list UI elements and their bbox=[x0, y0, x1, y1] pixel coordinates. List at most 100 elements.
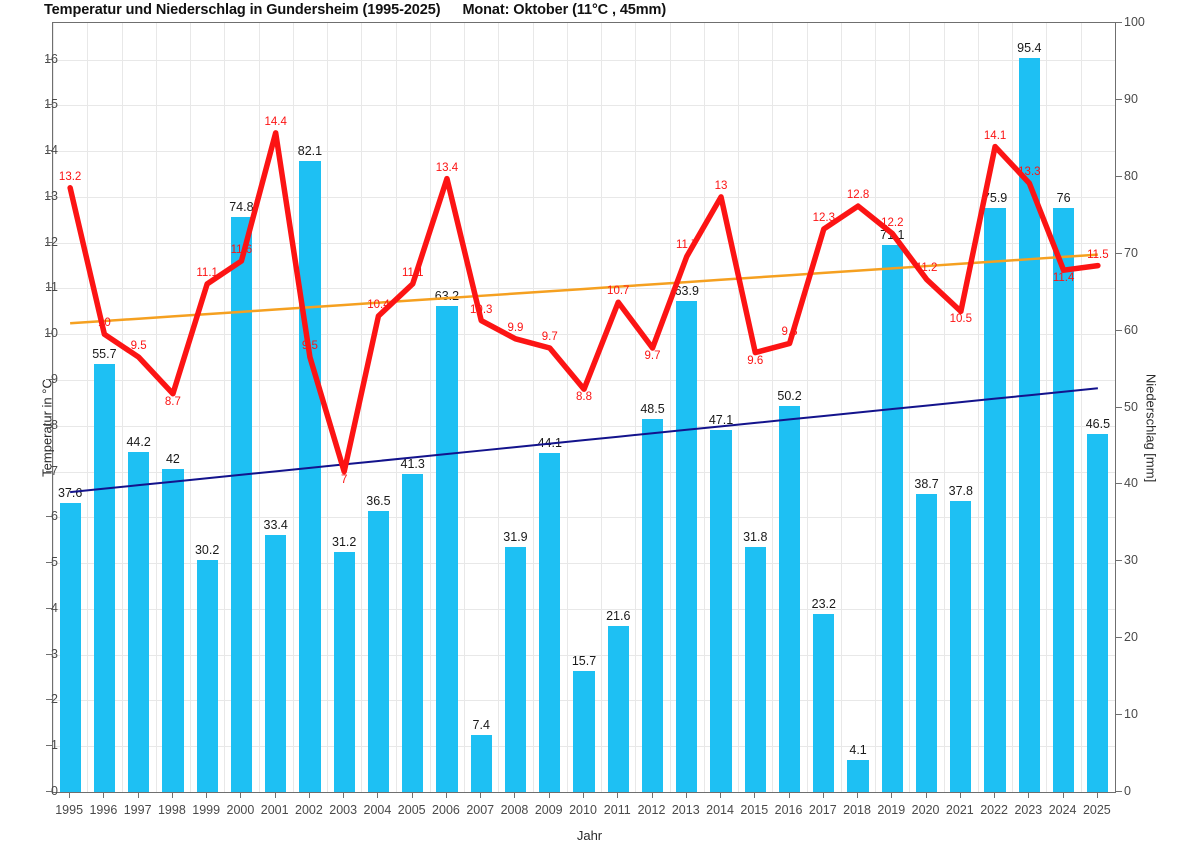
y-axis-right-tick-label: 50 bbox=[1124, 399, 1138, 414]
y-axis-left-title: Temperatur in °C bbox=[39, 378, 55, 477]
x-axis-tick-label: 2016 bbox=[774, 803, 803, 817]
gridline-vertical bbox=[601, 23, 603, 792]
x-axis-tick-label: 2006 bbox=[432, 803, 460, 817]
temperature-value-label: 11.6 bbox=[230, 244, 253, 257]
bar-value-label: 50.2 bbox=[777, 388, 802, 403]
gridline-horizontal bbox=[53, 380, 1115, 382]
x-axis-tick bbox=[240, 793, 242, 798]
x-axis-tick bbox=[514, 793, 516, 798]
gridline-horizontal bbox=[53, 196, 1115, 198]
bar bbox=[230, 216, 253, 792]
y-axis-left-tick bbox=[46, 241, 52, 243]
x-axis-tick bbox=[720, 793, 722, 798]
gridline-vertical bbox=[224, 23, 226, 792]
y-axis-left-tick-label: 9 bbox=[51, 372, 58, 387]
x-axis-tick bbox=[754, 793, 756, 798]
y-axis-left-tick-label: 4 bbox=[51, 600, 58, 615]
y-axis-left-tick bbox=[46, 607, 52, 609]
temperature-value-label: 9.7 bbox=[644, 349, 661, 362]
gridline-horizontal bbox=[53, 471, 1115, 473]
x-axis-tick bbox=[206, 793, 208, 798]
gridline-vertical bbox=[977, 23, 979, 792]
bar bbox=[573, 671, 595, 792]
gridline-vertical bbox=[190, 23, 192, 792]
temperature-value-label: 12.8 bbox=[846, 189, 870, 202]
temperature-value-label: 9.5 bbox=[301, 340, 318, 353]
temperature-value-label: 11.7 bbox=[676, 239, 698, 252]
bar-value-label: 15.7 bbox=[571, 654, 597, 669]
bar bbox=[402, 474, 424, 792]
chart-title: Temperatur und Niederschlag in Gundershe… bbox=[44, 2, 666, 18]
temperature-value-label: 8.7 bbox=[164, 395, 181, 408]
bar bbox=[265, 535, 287, 792]
gridline-vertical bbox=[121, 23, 123, 792]
x-axis-tick bbox=[171, 793, 173, 798]
bar bbox=[915, 494, 938, 792]
x-axis-tick bbox=[411, 793, 413, 798]
y-axis-right-tick-label: 60 bbox=[1124, 322, 1138, 337]
bar bbox=[950, 501, 972, 792]
bar-value-label: 95.4 bbox=[1017, 41, 1042, 56]
x-axis-tick bbox=[959, 793, 961, 798]
gridline-horizontal bbox=[53, 517, 1115, 519]
y-axis-left-tick bbox=[46, 424, 52, 426]
chart-title-sub: Monat: Oktober (11°C , 45mm) bbox=[462, 2, 667, 18]
gridline-vertical bbox=[1046, 23, 1048, 792]
x-axis-tick-label: 2014 bbox=[706, 803, 734, 817]
gridline-vertical bbox=[566, 23, 568, 792]
y-axis-left-tick bbox=[46, 653, 52, 655]
y-axis-left-tick-label: 7 bbox=[51, 463, 58, 478]
x-axis-tick-label: 2023 bbox=[1014, 803, 1043, 817]
x-axis-tick-label: 2000 bbox=[226, 803, 255, 817]
bar-value-label: 75.9 bbox=[982, 191, 1008, 206]
temperature-value-label: 9.9 bbox=[507, 321, 524, 334]
bar-value-label: 7.4 bbox=[472, 718, 490, 733]
temperature-value-label: 9.7 bbox=[541, 330, 558, 343]
x-axis-tick-label: 1997 bbox=[123, 803, 152, 817]
gridline-horizontal bbox=[53, 654, 1115, 656]
y-axis-left-tick-label: 6 bbox=[51, 509, 58, 524]
x-axis-tick bbox=[1096, 793, 1098, 798]
gridline-horizontal bbox=[53, 792, 1115, 793]
x-axis-tick-label: 2010 bbox=[569, 803, 597, 817]
temperature-value-label: 14.4 bbox=[264, 115, 287, 128]
x-axis-tick bbox=[548, 793, 550, 798]
x-axis-tick bbox=[137, 793, 139, 798]
bar bbox=[813, 613, 835, 792]
gridline-vertical bbox=[429, 23, 431, 792]
x-axis-tick-label: 2012 bbox=[637, 803, 666, 817]
bar-value-label: 55.7 bbox=[92, 346, 117, 361]
bar bbox=[847, 760, 869, 792]
gridline-vertical bbox=[635, 23, 637, 792]
gridline-vertical bbox=[875, 23, 877, 792]
x-axis-tick-label: 2021 bbox=[945, 803, 974, 817]
bar bbox=[984, 208, 1006, 792]
gridline-horizontal bbox=[53, 608, 1115, 610]
bar-value-label: 74.8 bbox=[229, 199, 254, 214]
bar-value-label: 47.1 bbox=[708, 412, 734, 427]
bar bbox=[881, 245, 903, 792]
gridline-vertical bbox=[840, 23, 842, 792]
temperature-line bbox=[70, 133, 1098, 472]
y-axis-right-tick bbox=[1116, 637, 1122, 639]
x-axis-tick-label: 2004 bbox=[363, 803, 392, 817]
gridline-vertical bbox=[292, 23, 294, 792]
gridline-vertical bbox=[498, 23, 500, 792]
y-axis-right-tick-label: 10 bbox=[1124, 707, 1138, 722]
x-axis-tick bbox=[583, 793, 584, 798]
gridline-horizontal bbox=[53, 59, 1115, 61]
y-axis-right-tick-label: 80 bbox=[1124, 168, 1138, 183]
x-axis-tick bbox=[994, 793, 996, 798]
gridline-vertical bbox=[738, 23, 740, 792]
bar bbox=[710, 429, 732, 792]
y-axis-right-tick bbox=[1116, 252, 1122, 254]
temperature-value-label: 11.1 bbox=[196, 266, 218, 279]
bar bbox=[676, 300, 698, 792]
y-axis-left-tick bbox=[46, 562, 52, 564]
y-axis-right-tick-label: 0 bbox=[1124, 784, 1131, 798]
y-axis-left-tick bbox=[46, 699, 52, 701]
x-axis-tick-label: 2005 bbox=[397, 803, 426, 817]
bar-value-label: 46.5 bbox=[1085, 417, 1111, 432]
bar-value-label: 38.7 bbox=[914, 477, 939, 492]
